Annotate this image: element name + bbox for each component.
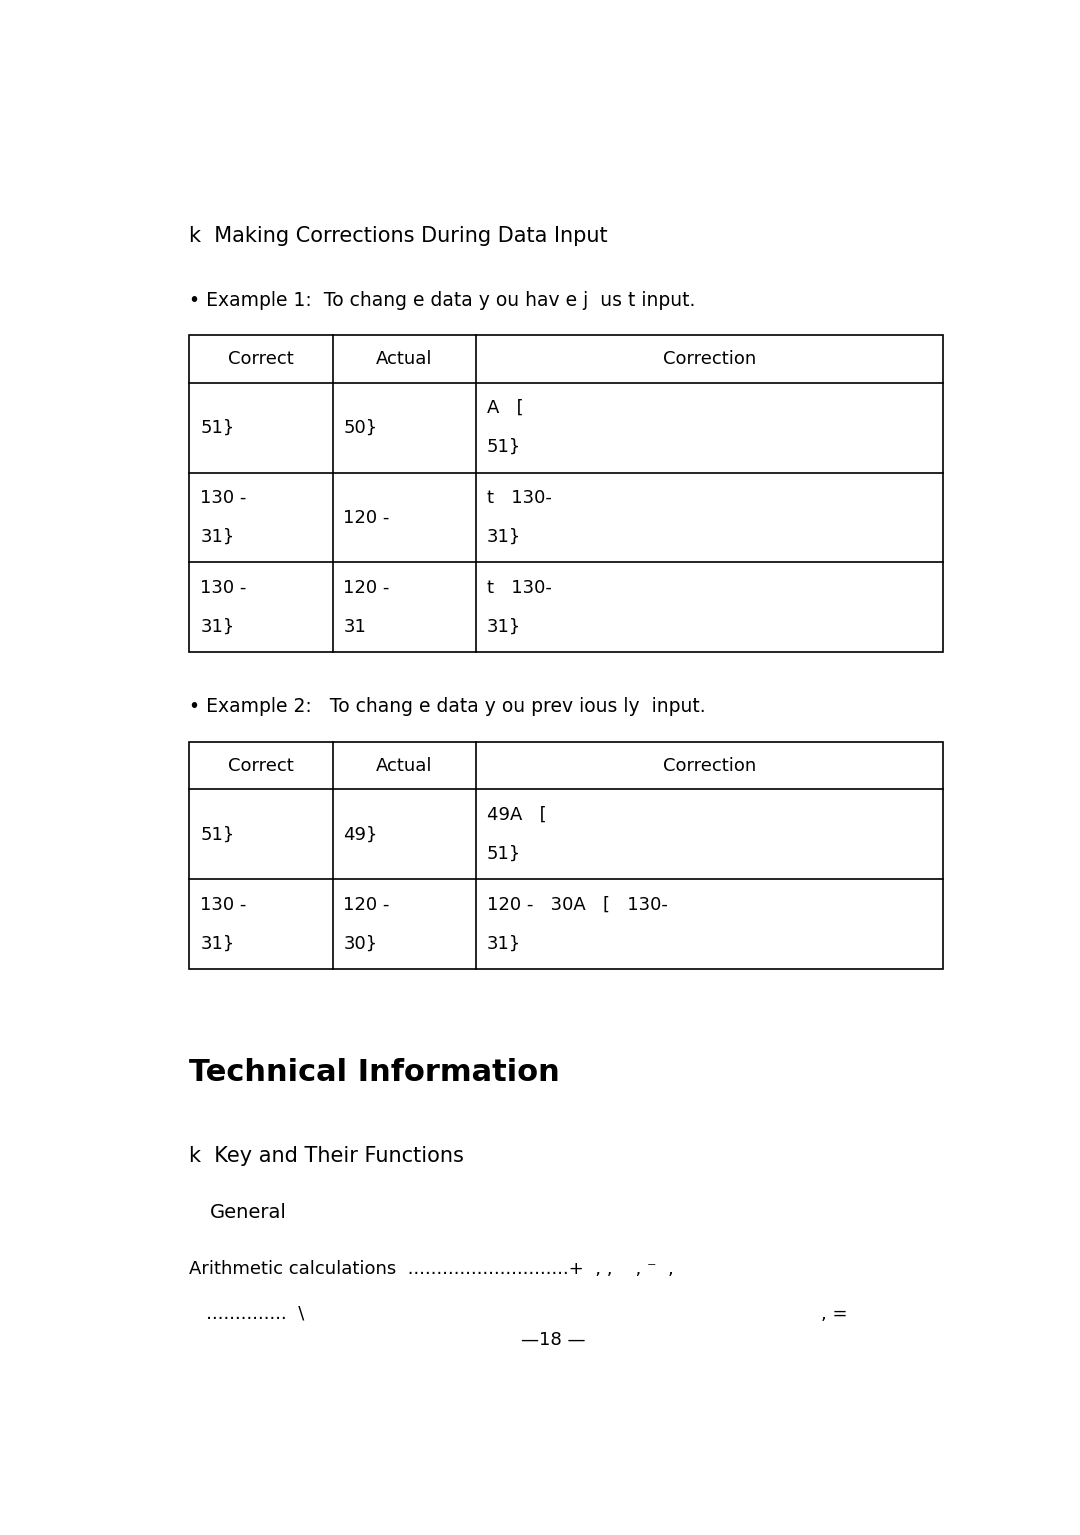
- Text: 130 -: 130 -: [200, 895, 246, 913]
- Text: 120 -: 120 -: [343, 579, 390, 597]
- Text: General: General: [211, 1203, 287, 1222]
- Text: 31}: 31}: [486, 935, 521, 953]
- Text: Arithmetic calculations  ............................+  , ,    , ⁻  ,: Arithmetic calculations ................…: [189, 1260, 674, 1277]
- Text: Correct: Correct: [228, 757, 294, 775]
- Text: 120 -   30A   [   130-: 120 - 30A [ 130-: [486, 895, 667, 913]
- Text: Technical Information: Technical Information: [189, 1058, 561, 1087]
- Text: Actual: Actual: [376, 350, 432, 368]
- Text: 31}: 31}: [200, 528, 234, 546]
- Text: A   [: A [: [486, 399, 523, 418]
- Bar: [189, 741, 943, 969]
- Text: 51}: 51}: [486, 437, 521, 456]
- Text: 30}: 30}: [343, 935, 378, 953]
- Text: 130 -: 130 -: [200, 490, 246, 507]
- Text: 49A   [: 49A [: [486, 806, 546, 824]
- Text: • Example 1:  To chang e data y ou hav e j  us t input.: • Example 1: To chang e data y ou hav e …: [189, 290, 696, 310]
- Text: 31}: 31}: [486, 619, 521, 635]
- Text: 51}: 51}: [486, 844, 521, 863]
- Text: 120 -: 120 -: [343, 508, 390, 527]
- Text: 51}: 51}: [200, 826, 234, 843]
- Text: 31: 31: [343, 619, 366, 635]
- Text: 51}: 51}: [200, 419, 234, 436]
- Text: k  Key and Their Functions: k Key and Their Functions: [189, 1147, 464, 1167]
- Text: Actual: Actual: [376, 757, 432, 775]
- Text: k  Making Corrections During Data Input: k Making Corrections During Data Input: [189, 226, 608, 246]
- Text: 31}: 31}: [486, 528, 521, 546]
- Text: 49}: 49}: [343, 826, 378, 843]
- Text: t   130-: t 130-: [486, 490, 552, 507]
- Text: • Example 2:   To chang e data y ou prev ious ly  input.: • Example 2: To chang e data y ou prev i…: [189, 697, 706, 717]
- Text: 50}: 50}: [343, 419, 378, 436]
- Text: 31}: 31}: [200, 619, 234, 635]
- Text: t   130-: t 130-: [486, 579, 552, 597]
- Bar: [189, 336, 943, 652]
- Text: Correction: Correction: [662, 350, 756, 368]
- Text: Correct: Correct: [228, 350, 294, 368]
- Text: Correction: Correction: [662, 757, 756, 775]
- Text: , =: , =: [821, 1305, 848, 1323]
- Text: 120 -: 120 -: [343, 895, 390, 913]
- Text: ..............  \: .............. \: [189, 1305, 305, 1323]
- Text: —18 —: —18 —: [522, 1331, 585, 1349]
- Text: 130 -: 130 -: [200, 579, 246, 597]
- Text: 31}: 31}: [200, 935, 234, 953]
